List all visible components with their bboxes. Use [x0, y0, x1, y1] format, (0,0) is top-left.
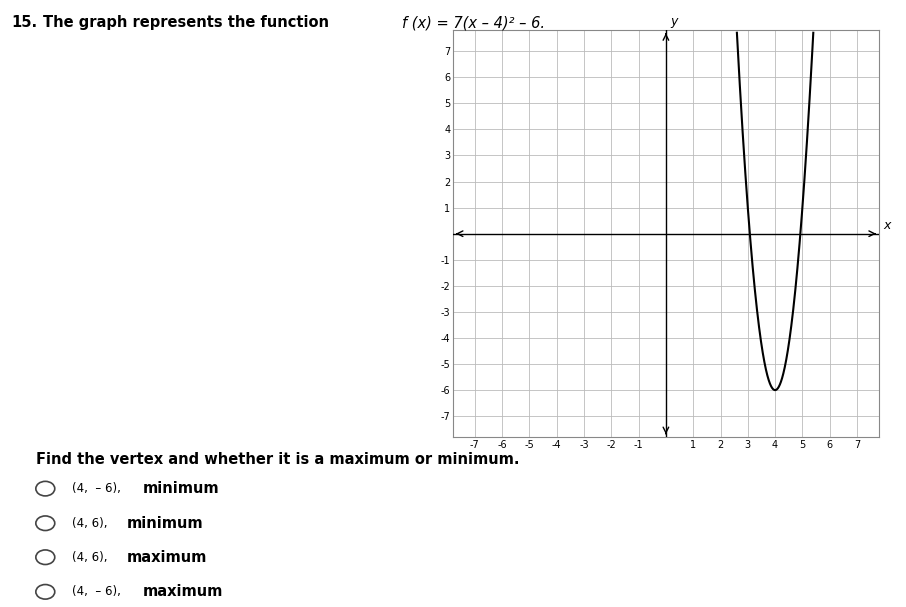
Text: (4,  – 6),: (4, – 6), — [72, 585, 125, 599]
Text: maximum: maximum — [143, 585, 224, 599]
Text: (4, 6),: (4, 6), — [72, 551, 111, 564]
Text: minimum: minimum — [143, 481, 220, 496]
Text: f (x) = 7(x – 4)² – 6.: f (x) = 7(x – 4)² – 6. — [402, 15, 545, 30]
Text: (4,  – 6),: (4, – 6), — [72, 482, 125, 495]
Text: (4, 6),: (4, 6), — [72, 517, 111, 530]
Text: Find the vertex and whether it is a maximum or minimum.: Find the vertex and whether it is a maxi… — [36, 452, 520, 467]
Text: minimum: minimum — [127, 516, 204, 531]
Text: 15.: 15. — [12, 15, 38, 30]
Text: maximum: maximum — [127, 550, 207, 565]
Text: y: y — [670, 15, 678, 28]
Text: The graph represents the function: The graph represents the function — [43, 15, 334, 30]
Text: x: x — [883, 219, 891, 232]
